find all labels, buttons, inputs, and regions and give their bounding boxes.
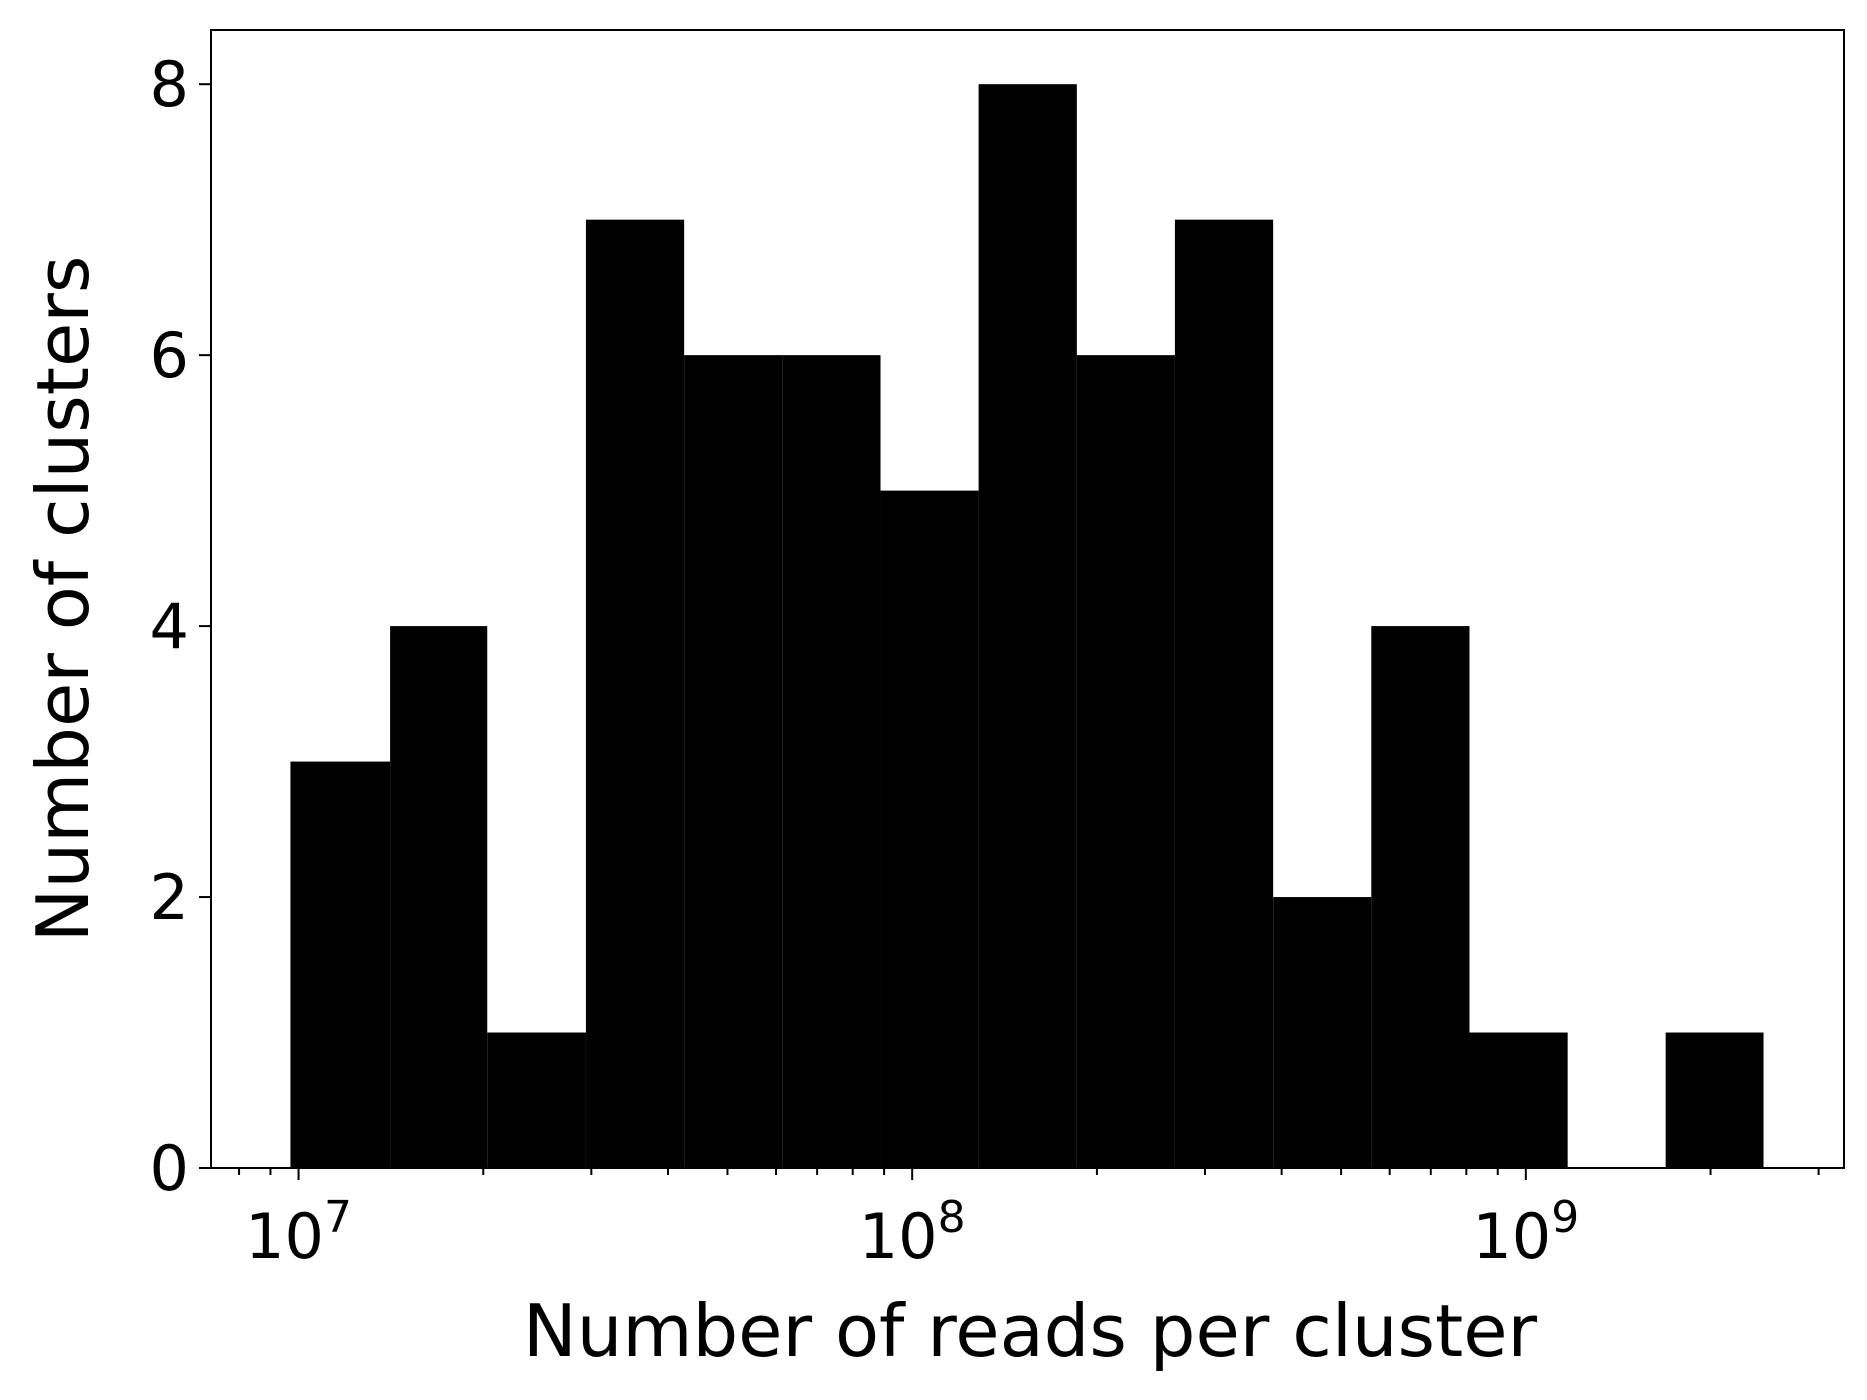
plot-frame	[210, 29, 1845, 1169]
x-tick-label: 108	[859, 1192, 966, 1273]
y-tick-label: 8	[150, 48, 189, 121]
x-axis-ticks: 107 108 109	[238, 1168, 1820, 1273]
x-tick-label: 107	[245, 1192, 352, 1273]
y-axis-ticks: 0 2 4 6 8	[150, 48, 211, 1205]
histogram-bar	[1469, 1032, 1568, 1168]
histogram-bar	[1371, 626, 1470, 1168]
histogram-bar	[487, 1032, 586, 1168]
y-tick-label: 2	[150, 861, 189, 934]
histogram-bar	[390, 626, 488, 1168]
histogram-bar	[1076, 355, 1175, 1169]
x-axis-label: Number of reads per cluster	[523, 1289, 1538, 1373]
histogram-bar	[290, 761, 391, 1168]
x-tick-label: 109	[1472, 1192, 1579, 1273]
histogram-bar	[1273, 897, 1372, 1168]
y-tick-label: 4	[150, 590, 189, 663]
histogram-bar	[978, 84, 1077, 1169]
histogram-bar	[1665, 1032, 1764, 1168]
histogram-bar	[782, 355, 881, 1169]
y-tick-label: 0	[150, 1132, 189, 1205]
y-axis-label: Number of clusters	[21, 256, 105, 943]
y-tick-label: 6	[150, 319, 189, 392]
histogram-bar	[684, 355, 783, 1169]
bars-group	[290, 84, 1764, 1169]
histogram-bar	[1174, 219, 1274, 1168]
histogram-bar	[880, 490, 979, 1169]
histogram-bar	[585, 219, 685, 1168]
